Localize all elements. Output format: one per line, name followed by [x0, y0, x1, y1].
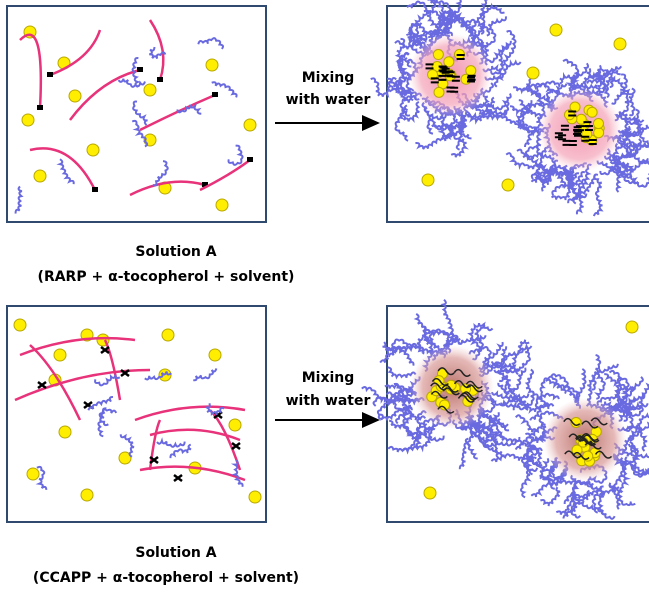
tocopherol: [14, 319, 26, 331]
caption-subtitle: (RARP + α-tocopherol + solvent): [38, 269, 295, 285]
tocopherol: [69, 90, 81, 102]
tocopherol: [87, 144, 99, 156]
tocopherol: [216, 199, 228, 211]
tocopherol: [54, 349, 66, 361]
tocopherol: [34, 170, 46, 182]
tocopherol: [229, 419, 241, 431]
end-cap: [92, 187, 98, 192]
tocopherol: [27, 468, 39, 480]
tocopherol: [594, 128, 604, 138]
tocopherol: [244, 119, 256, 131]
caption-subtitle: (CCAPP + α-tocopherol + solvent): [33, 570, 299, 586]
tocopherol: [81, 489, 93, 501]
tocopherol: [587, 107, 597, 117]
tocopherol: [593, 119, 603, 129]
tocopherol: [550, 24, 562, 36]
tocopherol: [422, 174, 434, 186]
tocopherol: [434, 87, 444, 97]
end-cap: [247, 157, 253, 162]
tocopherol: [502, 179, 514, 191]
tocopherol: [206, 59, 218, 71]
arrow-label: with water: [286, 393, 371, 409]
tocopherol: [162, 329, 174, 341]
end-cap: [212, 92, 218, 97]
tocopherol: [22, 114, 34, 126]
caption-title: Solution A: [135, 545, 216, 561]
end-cap: [47, 72, 53, 77]
arrow-label: Mixing: [302, 370, 355, 386]
tocopherol: [424, 487, 436, 499]
end-cap: [137, 67, 143, 72]
figure: Mixing with water Solution A (RARP + α-t…: [0, 0, 649, 592]
end-cap: [37, 105, 43, 110]
tocopherol: [466, 66, 476, 76]
tocopherol: [626, 321, 638, 333]
tocopherol: [614, 38, 626, 50]
tocopherol: [144, 84, 156, 96]
tocopherol: [527, 67, 539, 79]
arrow-label: with water: [286, 92, 371, 108]
tocopherol: [583, 451, 593, 461]
tocopherol: [249, 491, 261, 503]
caption-title: Solution A: [135, 244, 216, 260]
end-cap: [157, 77, 163, 82]
tocopherol: [433, 50, 443, 60]
tocopherol: [59, 426, 71, 438]
arrow-label: Mixing: [302, 70, 355, 86]
tocopherol: [209, 349, 221, 361]
tocopherol: [444, 57, 454, 67]
